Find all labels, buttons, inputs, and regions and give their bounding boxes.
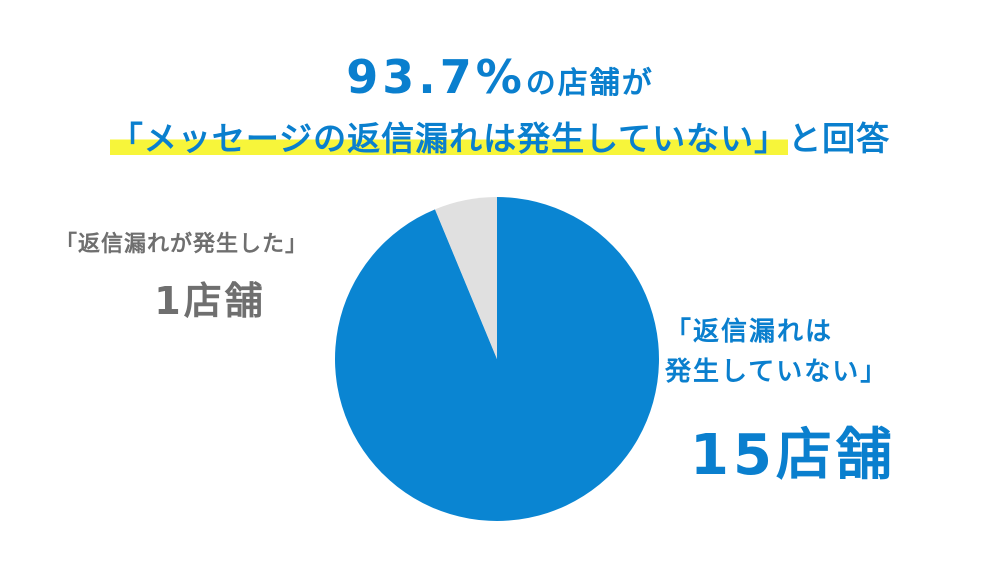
category-label: 「返信漏れは 発生していない」 — [665, 317, 889, 387]
subtitle-text: と回答 — [788, 119, 891, 158]
title-figure: 93.7% — [346, 50, 526, 104]
title: 93.7%の店舗が — [0, 50, 1000, 104]
subtitle-highlight: 「メッセージの返信漏れは発生していない」 — [109, 119, 789, 158]
value-label: 1店舗 — [154, 279, 266, 323]
pie-slice — [435, 197, 497, 359]
value-label: 15店舗 — [690, 423, 896, 488]
category-label: 「返信漏れが発生した」 — [55, 232, 309, 257]
subtitle: 「メッセージの返信漏れは発生していない」と回答 — [0, 112, 1000, 160]
title-text: の店舗が — [525, 66, 654, 101]
